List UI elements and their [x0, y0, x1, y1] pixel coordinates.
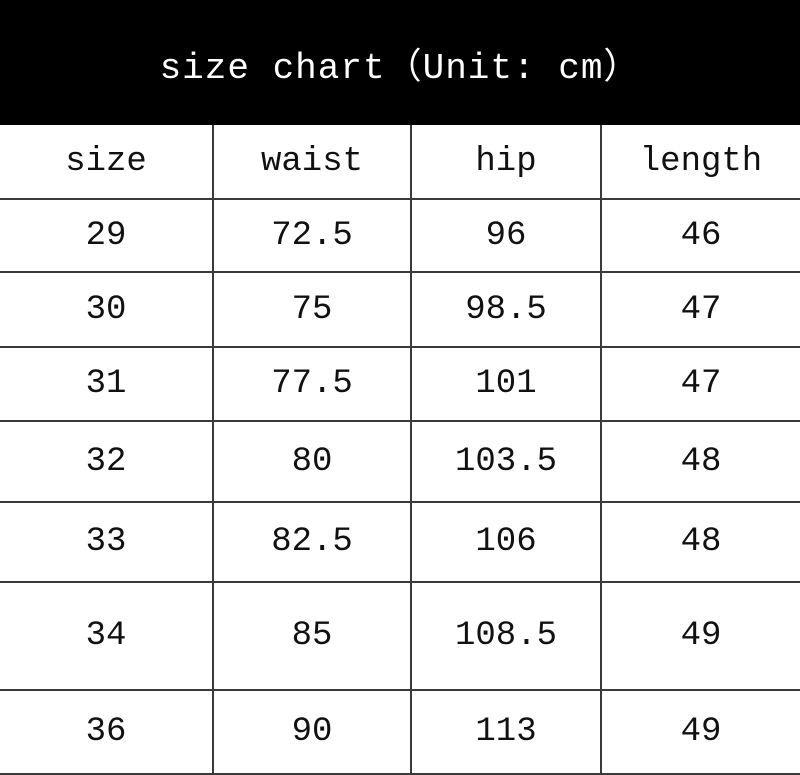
- table-row: 30 75 98.5 47: [0, 271, 800, 348]
- cell-waist: 77.5: [212, 346, 412, 422]
- header-size: size: [0, 125, 214, 200]
- cell-waist: 90: [212, 689, 412, 775]
- header-row: size waist hip length: [0, 125, 800, 200]
- cell-hip: 96: [410, 198, 602, 273]
- cell-size: 30: [0, 271, 214, 348]
- cell-waist: 72.5: [212, 198, 412, 273]
- cell-size: 34: [0, 581, 214, 691]
- cell-length: 47: [600, 346, 800, 422]
- table-row: 34 85 108.5 49: [0, 581, 800, 691]
- table-row: 32 80 103.5 48: [0, 420, 800, 503]
- table-row: 31 77.5 101 47: [0, 346, 800, 422]
- header-waist: waist: [212, 125, 412, 200]
- cell-length: 47: [600, 271, 800, 348]
- cell-length: 48: [600, 420, 800, 503]
- cell-length: 46: [600, 198, 800, 273]
- cell-waist: 80: [212, 420, 412, 503]
- header-length: length: [600, 125, 800, 200]
- header-hip: hip: [410, 125, 602, 200]
- cell-hip: 106: [410, 501, 602, 583]
- cell-hip: 103.5: [410, 420, 602, 503]
- chart-title: size chart（Unit: cm）: [0, 0, 800, 125]
- cell-length: 49: [600, 581, 800, 691]
- cell-hip: 101: [410, 346, 602, 422]
- cell-waist: 85: [212, 581, 412, 691]
- size-table: size waist hip length 29 72.5 96 46 30 75 98.5…: [0, 125, 800, 775]
- table-row: 36 90 113 49: [0, 689, 800, 775]
- table-row: 29 72.5 96 46: [0, 198, 800, 273]
- cell-hip: 108.5: [410, 581, 602, 691]
- cell-hip: 98.5: [410, 271, 602, 348]
- cell-waist: 82.5: [212, 501, 412, 583]
- cell-hip: 113: [410, 689, 602, 775]
- cell-length: 49: [600, 689, 800, 775]
- cell-size: 36: [0, 689, 214, 775]
- cell-size: 31: [0, 346, 214, 422]
- cell-size: 33: [0, 501, 214, 583]
- cell-size: 29: [0, 198, 214, 273]
- cell-length: 48: [600, 501, 800, 583]
- cell-size: 32: [0, 420, 214, 503]
- table-row: 33 82.5 106 48: [0, 501, 800, 583]
- cell-waist: 75: [212, 271, 412, 348]
